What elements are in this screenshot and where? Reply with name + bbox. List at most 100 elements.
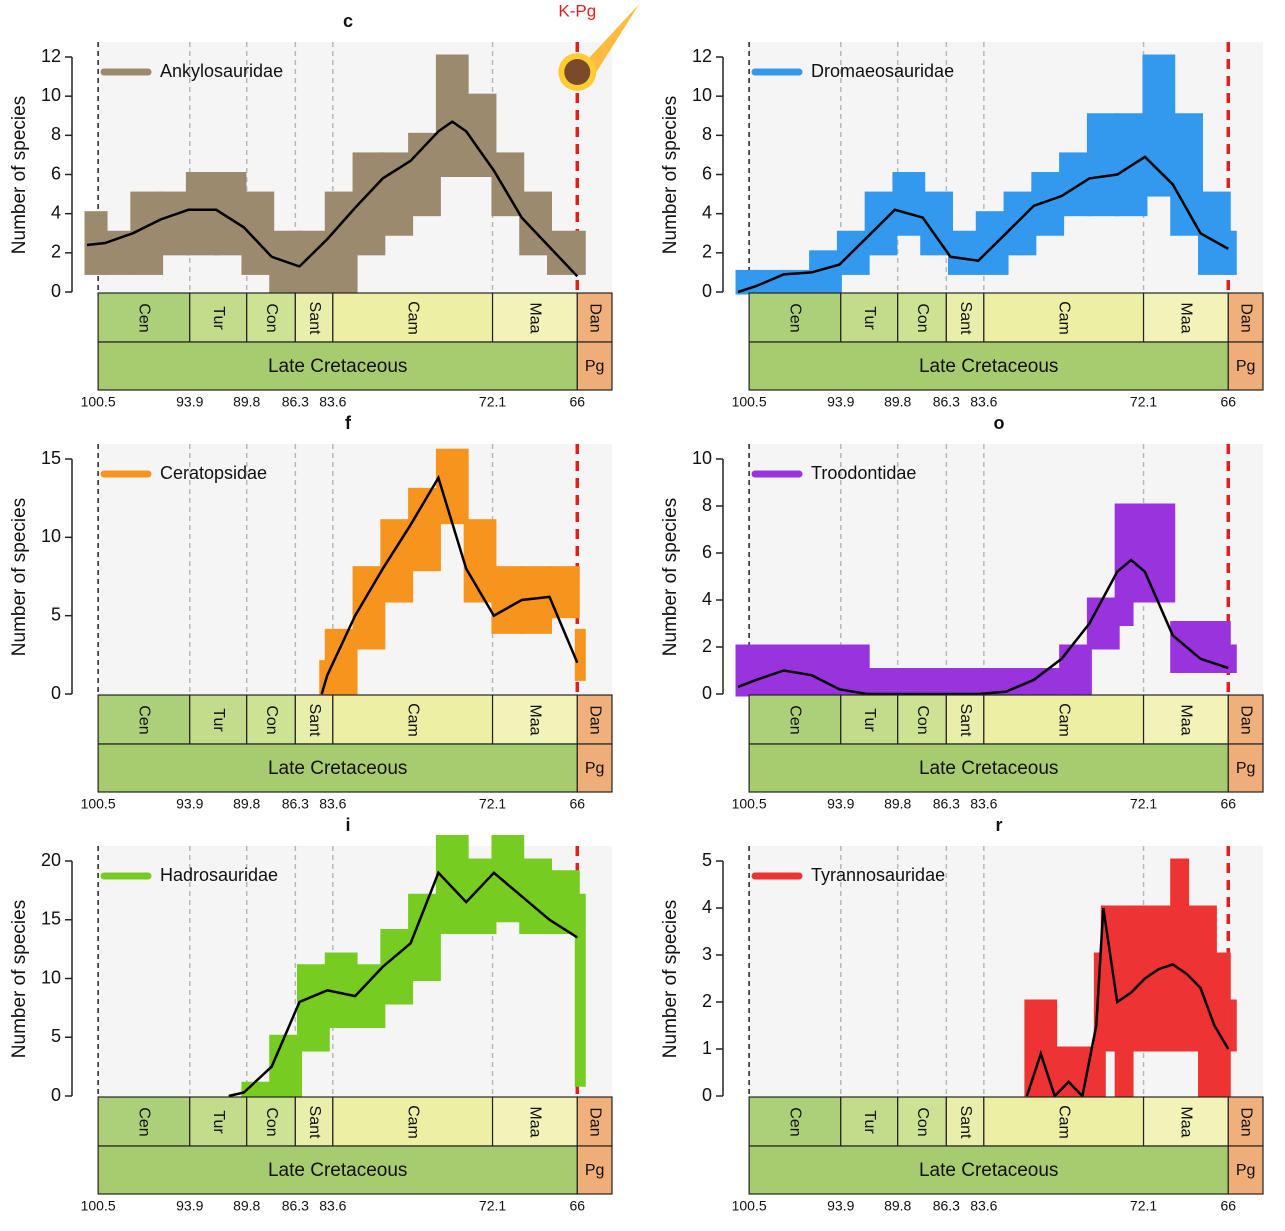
panel: 100.5 93.9 89.8 86.3 83.6 72.1 66 0 2 4 6 8 10 Number… — [660, 413, 1264, 812]
stage-box — [897, 694, 947, 745]
stage-label: Sant — [957, 302, 974, 335]
y-tick-label: 10 — [41, 85, 61, 105]
replicate-band — [1170, 113, 1204, 236]
period-label: Pg — [585, 1162, 605, 1179]
period-label: Late Cretaceous — [268, 356, 407, 377]
replicate-band — [836, 230, 870, 275]
stage-label: Tur — [861, 306, 878, 330]
y-tick-label: 5 — [51, 604, 61, 624]
x-tick-label: 86.3 — [282, 394, 309, 410]
stage-box — [897, 292, 947, 343]
stage-label: Sant — [306, 302, 323, 335]
period-label: Pg — [1236, 1162, 1256, 1179]
x-tick-label: 72.1 — [479, 1198, 506, 1214]
panel: 100.5 93.9 89.8 86.3 83.6 72.1 66 0 2 4 6 8 10 12 Numb… — [9, 1, 640, 410]
period-box — [1227, 1145, 1264, 1195]
period-label: Late Cretaceous — [268, 1160, 407, 1181]
stage-box — [983, 292, 1145, 343]
x-tick-label: 100.5 — [732, 394, 767, 410]
stage-label: Cam — [404, 1105, 421, 1139]
stage-label: Cen — [136, 303, 153, 332]
replicate-band — [975, 668, 1009, 697]
replicate-band — [1086, 597, 1120, 650]
replicate-band — [920, 668, 954, 697]
x-tick-label: 72.1 — [1130, 394, 1157, 410]
replicate-band — [297, 964, 330, 1052]
stage-label: Con — [263, 1107, 280, 1136]
period-box — [97, 743, 578, 793]
replicate-band — [380, 929, 414, 1005]
stage-label: Cen — [136, 705, 153, 734]
x-tick-label: 86.3 — [282, 1198, 309, 1214]
smooth-line — [737, 155, 1229, 294]
stage-label: Dan — [586, 303, 603, 332]
y-tick-label: 4 — [702, 897, 712, 917]
period-box — [576, 1145, 613, 1195]
replicate-band — [1086, 113, 1120, 217]
period-box — [1227, 743, 1264, 793]
y-axis-label: Number of species — [9, 96, 30, 254]
y-tick-label: 4 — [702, 589, 712, 609]
replicate-band — [864, 668, 898, 697]
period-box — [576, 341, 613, 391]
stage-box — [945, 1096, 985, 1147]
replicate-band — [435, 448, 469, 525]
replicate-band — [948, 230, 981, 275]
legend-label: Ankylosauridae — [160, 61, 283, 81]
smooth-line — [86, 120, 579, 278]
x-tick-label: 89.8 — [233, 394, 260, 410]
y-tick-label: 2 — [51, 242, 61, 262]
x-tick-label: 93.9 — [176, 394, 203, 410]
stage-label: Tur — [210, 306, 227, 330]
period-label: Pg — [585, 358, 605, 375]
smooth-line — [228, 870, 578, 1098]
stage-box — [748, 694, 842, 745]
stage-box — [748, 292, 842, 343]
x-tick-label: 83.6 — [319, 796, 346, 812]
y-tick-label: 10 — [41, 526, 61, 546]
replicate-band — [1142, 54, 1176, 197]
x-tick-label: 72.1 — [479, 796, 506, 812]
annotation: K-Pg — [558, 1, 596, 20]
stage-box — [332, 1096, 494, 1147]
replicate-band — [948, 668, 981, 697]
x-tick-label: 100.5 — [732, 1198, 767, 1214]
replicate-band — [1198, 191, 1231, 275]
stage-box — [246, 694, 296, 745]
x-tick-label: 93.9 — [176, 796, 203, 812]
period-label: Late Cretaceous — [919, 758, 1058, 779]
replicate-band — [158, 191, 191, 256]
y-tick-label: 8 — [702, 495, 712, 515]
stage-label: Tur — [210, 1110, 227, 1134]
replicate-band — [269, 1034, 303, 1099]
stage-label: Sant — [957, 1106, 974, 1139]
period-box — [748, 743, 1229, 793]
period-label: Late Cretaceous — [919, 1160, 1058, 1181]
replicate-band — [781, 269, 815, 295]
x-tick-label: 86.3 — [282, 796, 309, 812]
y-tick-label: 0 — [51, 683, 61, 703]
x-tick-label: 89.8 — [884, 1198, 911, 1214]
stage-box — [576, 292, 613, 343]
period-label: Pg — [585, 760, 605, 777]
replicate-band — [1003, 191, 1037, 256]
y-axis-label: Number of species — [660, 96, 681, 254]
stage-box — [491, 694, 578, 745]
stage-box — [840, 1096, 899, 1147]
y-tick-label: 15 — [41, 448, 61, 468]
panel: 100.5 93.9 89.8 86.3 83.6 72.1 66 0 1 2 3 4 5 Number … — [660, 815, 1264, 1214]
stage-label: Con — [914, 705, 931, 734]
replicate-band — [1225, 999, 1237, 1052]
stage-label: Cen — [787, 1107, 804, 1136]
panel: 100.5 93.9 89.8 86.3 83.6 72.1 66 0 5 10 15 Number … — [9, 413, 613, 812]
replicate-band — [324, 628, 358, 697]
replicate-band — [1142, 503, 1176, 603]
x-tick-label: 100.5 — [732, 796, 767, 812]
y-tick-label: 20 — [41, 850, 61, 870]
stage-label: Tur — [861, 1110, 878, 1134]
smooth-line — [737, 558, 1229, 696]
panel: 100.5 93.9 89.8 86.3 83.6 72.1 66 0 2 4 6 8 10 12 Numb… — [660, 42, 1264, 410]
stage-label: Maa — [527, 1106, 544, 1137]
replicate-band — [324, 191, 358, 295]
x-tick-label: 66 — [1220, 394, 1236, 410]
